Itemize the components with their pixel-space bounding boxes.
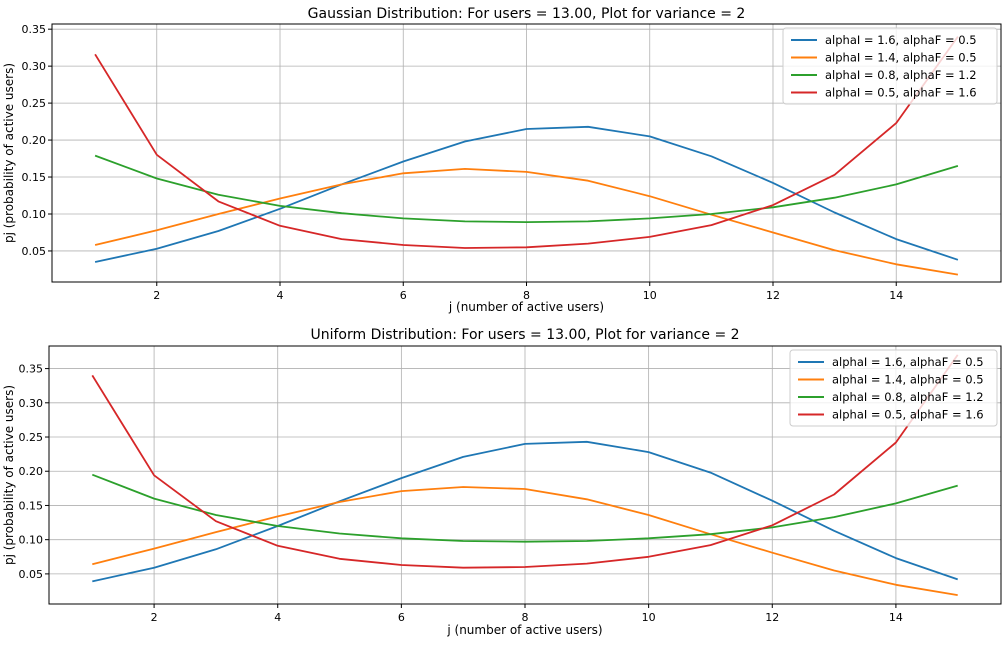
chart-title: Gaussian Distribution: For users = 13.00… <box>308 6 746 22</box>
x-tick-label: 14 <box>889 611 903 624</box>
chart-panel-1: 2 4 6 8 10 12 14 0.05 0.10 0.15 0.20 0.25 0.30 0.35 Ga… <box>2 6 1002 314</box>
x-tick-label: 6 <box>400 289 407 302</box>
chart-panel-2: 2 4 6 8 10 12 14 0.05 0.10 0.15 0.20 0.25 0.30 0.35 Un… <box>2 327 1002 637</box>
legend-label-3: alphaI = 0.8, alphaF = 1.2 <box>825 68 977 82</box>
x-tick-label: 4 <box>274 611 281 624</box>
y-tick-label: 0.30 <box>22 60 47 73</box>
legend-label-2: alphaI = 1.4, alphaF = 0.5 <box>825 51 977 65</box>
y-tick-label: 0.10 <box>19 534 44 547</box>
y-tick-label: 0.35 <box>22 23 47 36</box>
y-tick-label: 0.35 <box>19 363 44 376</box>
y-tick-label: 0.20 <box>22 134 47 147</box>
x-tick-label: 8 <box>522 611 529 624</box>
series-line-1 <box>94 125 959 263</box>
legend-box <box>789 349 998 427</box>
series-line-3 <box>94 154 959 224</box>
legend-label-1: alphaI = 1.6, alphaF = 0.5 <box>832 355 984 369</box>
y-tick-label: 0.10 <box>22 208 47 221</box>
legend-box <box>782 27 998 105</box>
x-tick-label: 14 <box>889 289 903 302</box>
y-tick-label: 0.25 <box>22 97 47 110</box>
x-tick-label: 2 <box>151 611 158 624</box>
x-axis-label: j (number of active users) <box>448 300 604 314</box>
series-line-3 <box>91 473 958 543</box>
x-tick-label: 10 <box>643 289 657 302</box>
legend: alphaI = 1.6, alphaF = 0.5 alphaI = 1.4, … <box>782 27 998 105</box>
x-tick-label: 8 <box>523 289 530 302</box>
y-tick-label: 0.05 <box>19 568 44 581</box>
y-tick-label: 0.30 <box>19 397 44 410</box>
x-tick-label: 6 <box>398 611 405 624</box>
legend-label-4: alphaI = 0.5, alphaF = 1.6 <box>832 408 984 422</box>
x-tick-label: 2 <box>153 289 160 302</box>
y-tick-label: 0.25 <box>19 431 44 444</box>
x-tick-label: 12 <box>765 611 779 624</box>
x-tick-label: 12 <box>766 289 780 302</box>
legend-label-4: alphaI = 0.5, alphaF = 1.6 <box>825 86 977 100</box>
series-line-4 <box>94 36 959 249</box>
x-axis-label: j (number of active users) <box>446 623 602 637</box>
y-tick-label: 0.20 <box>19 465 44 478</box>
y-tick-label: 0.15 <box>19 499 44 512</box>
legend: alphaI = 1.6, alphaF = 0.5 alphaI = 1.4, … <box>789 349 998 427</box>
y-tick-label: 0.15 <box>22 171 47 184</box>
y-axis-label: pj (probability of active users) <box>2 385 16 565</box>
y-tick-label: 0.05 <box>22 245 47 258</box>
series-line-2 <box>92 486 958 596</box>
x-tick-label: 4 <box>277 289 284 302</box>
x-tick-label: 10 <box>642 611 656 624</box>
series-line-4 <box>91 354 959 569</box>
legend-label-2: alphaI = 1.4, alphaF = 0.5 <box>832 373 984 387</box>
chart-title: Uniform Distribution: For users = 13.00,… <box>310 327 739 343</box>
legend-label-1: alphaI = 1.6, alphaF = 0.5 <box>825 33 977 47</box>
legend-label-3: alphaI = 0.8, alphaF = 1.2 <box>832 390 984 404</box>
y-axis-label: pj (probability of active users) <box>2 63 16 243</box>
